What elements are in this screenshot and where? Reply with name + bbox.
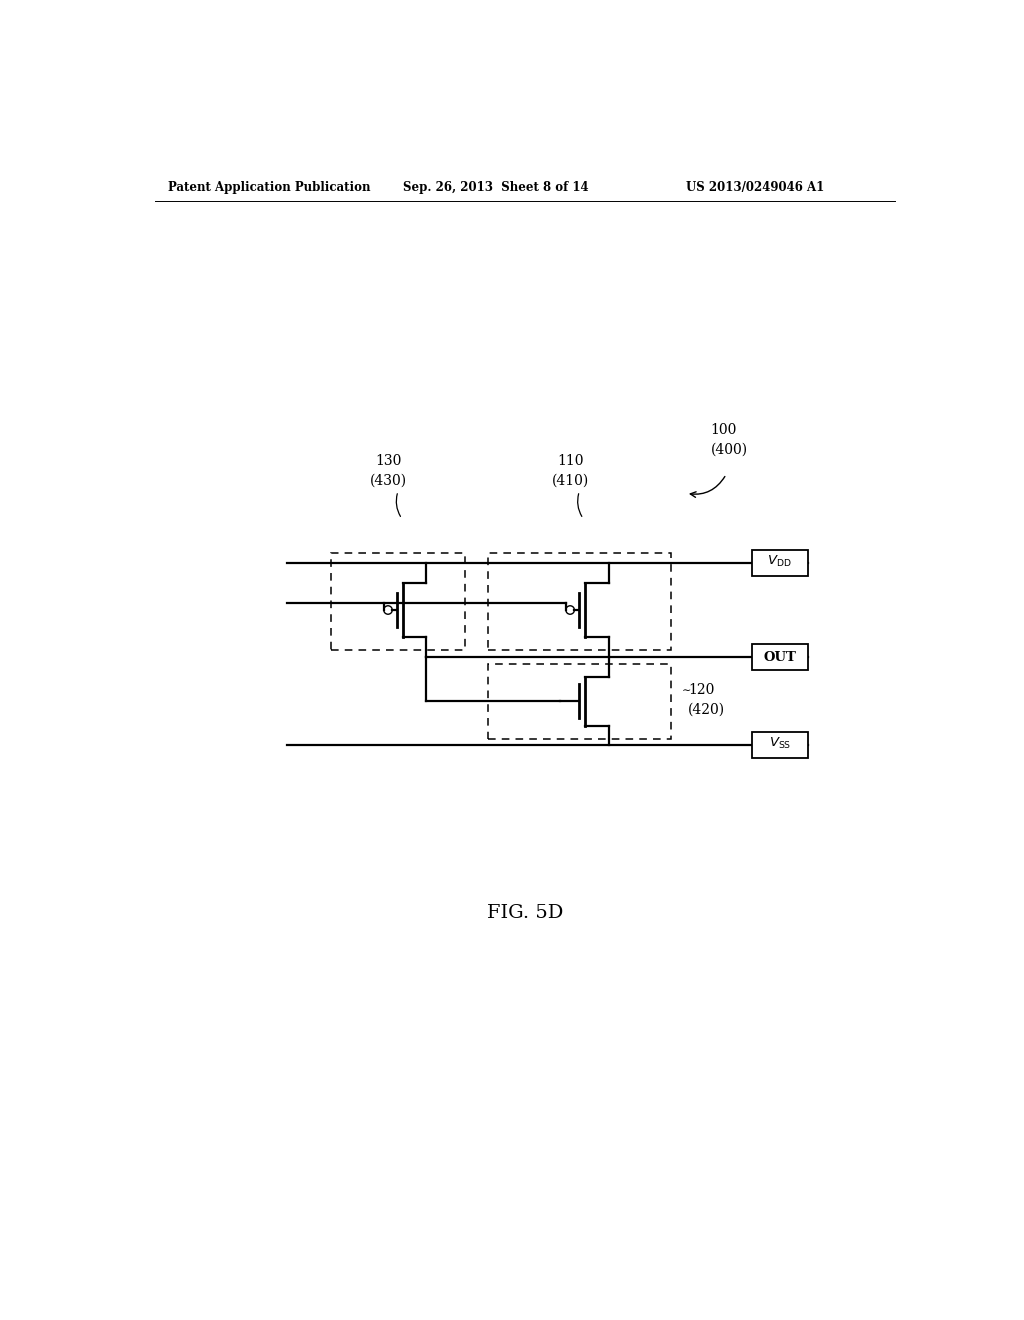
Bar bbox=[752, 733, 808, 758]
Text: 100: 100 bbox=[711, 424, 737, 437]
FancyArrowPatch shape bbox=[690, 477, 725, 498]
Text: (410): (410) bbox=[552, 474, 589, 488]
Text: (420): (420) bbox=[688, 702, 725, 717]
Text: US 2013/0249046 A1: US 2013/0249046 A1 bbox=[686, 181, 824, 194]
FancyArrowPatch shape bbox=[396, 494, 400, 516]
Text: 110: 110 bbox=[557, 454, 584, 467]
Bar bbox=[752, 644, 808, 671]
Text: ∼: ∼ bbox=[682, 685, 691, 696]
Bar bbox=[488, 664, 671, 739]
Text: Patent Application Publication: Patent Application Publication bbox=[168, 181, 371, 194]
Text: $V_{\mathrm{DD}}$: $V_{\mathrm{DD}}$ bbox=[767, 553, 793, 569]
Text: $V_{\mathrm{SS}}$: $V_{\mathrm{SS}}$ bbox=[769, 737, 791, 751]
Text: FIG. 5D: FIG. 5D bbox=[486, 904, 563, 921]
Text: (400): (400) bbox=[711, 444, 748, 457]
Text: 120: 120 bbox=[688, 682, 715, 697]
Text: (430): (430) bbox=[371, 474, 408, 488]
Text: Sep. 26, 2013  Sheet 8 of 14: Sep. 26, 2013 Sheet 8 of 14 bbox=[403, 181, 589, 194]
Text: 130: 130 bbox=[376, 454, 402, 467]
Bar bbox=[488, 553, 671, 649]
FancyArrowPatch shape bbox=[578, 494, 582, 516]
Text: OUT: OUT bbox=[763, 651, 797, 664]
Bar bbox=[331, 553, 465, 649]
Bar bbox=[752, 549, 808, 576]
